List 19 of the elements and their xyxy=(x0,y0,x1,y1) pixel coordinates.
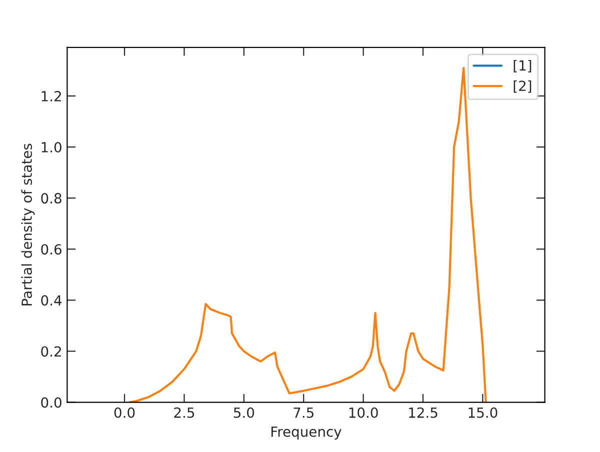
x-tick-label: 7.5 xyxy=(294,408,314,418)
x-tick-label: 12.5 xyxy=(409,407,438,418)
legend-label: [2] xyxy=(514,80,532,93)
x-tick-label: 5.0 xyxy=(234,407,254,418)
x-axis-title: Frequency xyxy=(271,426,342,440)
x-tick-label: 15.0 xyxy=(468,407,498,418)
x-tick-label: 10.0 xyxy=(349,407,378,418)
line-series xyxy=(128,66,487,402)
y-tick-label: 1.2 xyxy=(42,90,61,102)
y-tick-label: 0.2 xyxy=(41,346,61,357)
x-tick-label: 2.5 xyxy=(174,407,194,418)
y-tick-label: 0.6 xyxy=(41,244,62,255)
x-tick-label: 0.0 xyxy=(114,407,135,418)
legend-label: [1] xyxy=(514,60,532,72)
y-tick-label: 0.0 xyxy=(41,397,62,408)
y-tick-label: 0.8 xyxy=(41,193,62,204)
y-tick-label: 1.0 xyxy=(42,142,62,152)
y-tick-label: 0.4 xyxy=(41,295,62,306)
y-axis-title: Partial density of states xyxy=(21,144,35,306)
